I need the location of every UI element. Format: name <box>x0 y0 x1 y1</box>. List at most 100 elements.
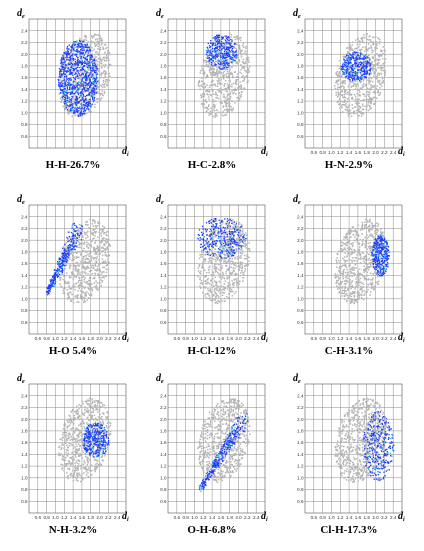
highlight-point <box>67 99 69 102</box>
cloud-point <box>238 97 241 100</box>
highlight-point <box>76 70 78 73</box>
cloud-point <box>94 57 96 60</box>
cloud-point <box>211 50 213 52</box>
highlight-point <box>350 54 352 56</box>
highlight-point <box>221 45 223 47</box>
cloud-point <box>93 237 95 240</box>
highlight-point <box>207 55 209 57</box>
highlight-point <box>63 78 65 80</box>
cloud-point <box>382 69 385 72</box>
cloud-point <box>84 292 86 295</box>
cloud-point <box>226 76 229 79</box>
cloud-point <box>204 107 206 109</box>
highlight-point <box>342 68 344 70</box>
cloud-point <box>72 265 75 268</box>
cloud-point <box>225 113 228 116</box>
cloud-point <box>379 58 381 61</box>
highlight-point <box>71 107 73 110</box>
highlight-point <box>95 86 97 88</box>
highlight-point <box>90 89 93 91</box>
cloud-point <box>210 260 213 262</box>
highlight-point <box>67 256 69 258</box>
highlight-point <box>82 67 84 69</box>
cloud-point <box>226 70 229 73</box>
cloud-point <box>230 73 232 76</box>
highlight-point <box>226 62 228 65</box>
cloud-point <box>216 115 218 117</box>
cloud-point <box>85 39 87 41</box>
highlight-point <box>87 62 89 65</box>
highlight-point <box>77 72 80 74</box>
highlight-point <box>206 46 208 49</box>
cloud-point <box>377 59 379 62</box>
cloud-point <box>342 62 344 65</box>
highlight-point <box>350 56 352 58</box>
highlight-point <box>47 290 49 292</box>
cloud-point <box>353 106 356 109</box>
cloud-point <box>248 248 251 250</box>
cloud-point <box>93 48 95 51</box>
cloud-point <box>87 98 90 101</box>
cloud-point <box>247 71 249 74</box>
cloud-point <box>217 294 219 297</box>
cloud-point <box>89 69 92 72</box>
cloud-point <box>348 110 351 112</box>
highlight-point <box>227 53 230 55</box>
cloud-point <box>105 268 107 271</box>
cloud-point <box>90 103 93 106</box>
cloud-point <box>98 83 100 85</box>
cloud-point <box>228 283 231 286</box>
cloud-point <box>337 91 340 93</box>
panel-caption: H-H-26.7% <box>45 159 101 171</box>
cloud-point <box>358 40 361 42</box>
cloud-point <box>106 248 109 250</box>
cloud-point <box>93 41 95 44</box>
highlight-point <box>233 54 235 56</box>
cloud-point <box>246 233 248 236</box>
highlight-point <box>89 98 91 101</box>
highlight-point <box>362 73 365 75</box>
highlight-point <box>71 225 73 227</box>
cloud-point <box>65 242 67 244</box>
highlight-point <box>358 57 361 59</box>
cloud-point <box>344 82 347 85</box>
cloud-point <box>378 42 381 45</box>
cloud-point <box>94 242 96 244</box>
cloud-point <box>76 269 78 271</box>
highlight-point <box>235 51 237 53</box>
cloud-point <box>211 290 213 293</box>
highlight-point <box>92 98 94 101</box>
cloud-point <box>377 64 379 66</box>
highlight-point <box>350 62 352 64</box>
cloud-point <box>238 44 241 46</box>
cloud-point <box>230 288 233 291</box>
cloud-point <box>244 50 247 52</box>
highlight-point <box>63 63 65 65</box>
cloud-point <box>84 277 86 279</box>
cloud-point <box>91 54 94 57</box>
cloud-point <box>82 259 84 261</box>
cloud-point <box>339 82 342 85</box>
highlight-point <box>51 284 53 286</box>
cloud-point <box>97 269 99 271</box>
cloud-point <box>102 48 105 50</box>
highlight-point <box>349 79 351 81</box>
cloud-point <box>82 275 85 278</box>
cloud-point <box>236 78 239 81</box>
highlight-point <box>208 57 210 59</box>
cloud-point <box>95 41 98 43</box>
cloud-point <box>338 74 340 77</box>
cloud-point <box>229 291 232 293</box>
highlight-point <box>51 279 53 281</box>
cloud-point <box>358 114 360 117</box>
cloud-point <box>374 49 377 51</box>
highlight-point <box>71 95 73 98</box>
highlight-point <box>364 66 366 68</box>
cloud-point <box>98 34 100 37</box>
cloud-point <box>210 261 212 264</box>
highlight-point <box>70 48 73 51</box>
cloud-point <box>219 56 221 58</box>
highlight-point <box>81 91 83 93</box>
highlight-point <box>214 63 216 65</box>
cloud-point <box>83 286 85 289</box>
